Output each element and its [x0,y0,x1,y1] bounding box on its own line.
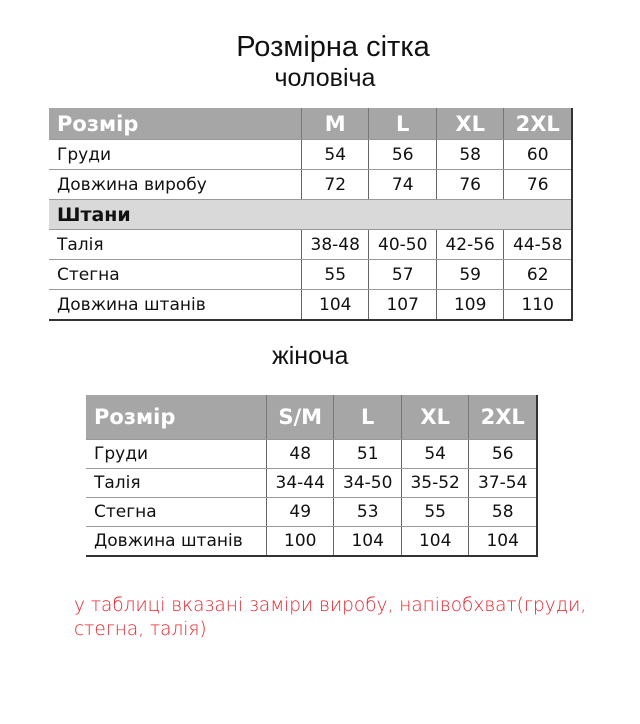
value-cell: 59 [436,259,505,290]
section-row: Штани [49,199,573,230]
value-cell: 42-56 [436,229,505,260]
table-row: Довжина штанів 100 104 104 104 [86,526,538,557]
value-cell: 104 [333,526,402,557]
value-cell: 35-52 [401,468,470,498]
value-cell: 104 [468,526,538,557]
table-header: Розмір M L XL 2XL [49,108,573,140]
row-label: Талія [86,468,267,498]
women-size-table: Розмір S/M L XL 2XL Груди 48 51 54 56 Талія 34… [86,395,538,557]
value-cell: 107 [368,289,437,321]
header-cell: Розмір [49,108,302,140]
value-cell: 56 [468,439,538,469]
value-cell: 56 [368,139,437,170]
header-cell: Розмір [86,395,267,440]
header-cell: 2XL [468,395,538,440]
table-row: Стегна 55 57 59 62 [49,259,573,290]
row-label: Довжина штанів [49,289,302,321]
value-cell: 54 [301,139,370,170]
value-cell: 54 [401,439,470,469]
table-row: Талія 38-48 40-50 42-56 44-58 [49,229,573,260]
table-header: Розмір S/M L XL 2XL [86,395,538,440]
value-cell: 74 [368,169,437,200]
men-subtitle: чоловіча [274,64,376,92]
value-cell: 100 [266,526,335,557]
header-cell: XL [436,108,505,140]
measurement-note: у таблиці вказані заміри виробу, напівоб… [74,595,587,640]
table-row: Довжина виробу 72 74 76 76 [49,169,573,200]
value-cell: 72 [301,169,370,200]
value-cell: 104 [301,289,370,321]
value-cell: 53 [333,497,402,527]
header-cell: L [333,395,402,440]
value-cell: 62 [503,259,573,290]
value-cell: 44-58 [503,229,573,260]
row-label: Довжина штанів [86,526,267,557]
women-subtitle: жіноча [272,342,349,370]
value-cell: 55 [401,497,470,527]
table-row: Довжина штанів 104 107 109 110 [49,289,573,321]
table-row: Стегна 49 53 55 58 [86,497,538,527]
row-label: Довжина виробу [49,169,302,200]
value-cell: 76 [503,169,573,200]
page-title: Розмірна сітка [236,31,430,63]
value-cell: 49 [266,497,335,527]
value-cell: 40-50 [368,229,437,260]
value-cell: 58 [436,139,505,170]
row-label: Талія [49,229,302,260]
value-cell: 110 [503,289,573,321]
men-size-table: Розмір M L XL 2XL Груди 54 56 58 60 Довжина в… [49,108,573,321]
row-label: Груди [49,139,302,170]
value-cell: 37-54 [468,468,538,498]
value-cell: 109 [436,289,505,321]
header-cell: XL [401,395,470,440]
value-cell: 104 [401,526,470,557]
value-cell: 34-50 [333,468,402,498]
header-cell: M [301,108,370,140]
row-label: Стегна [86,497,267,527]
row-label: Стегна [49,259,302,290]
value-cell: 55 [301,259,370,290]
value-cell: 34-44 [266,468,335,498]
table-row: Груди 54 56 58 60 [49,139,573,170]
table-row: Груди 48 51 54 56 [86,439,538,469]
value-cell: 57 [368,259,437,290]
header-cell: S/M [266,395,335,440]
value-cell: 58 [468,497,538,527]
table-row: Талія 34-44 34-50 35-52 37-54 [86,468,538,498]
row-label: Груди [86,439,267,469]
value-cell: 38-48 [301,229,370,260]
header-cell: 2XL [503,108,573,140]
header-cell: L [368,108,437,140]
value-cell: 60 [503,139,573,170]
value-cell: 76 [436,169,505,200]
value-cell: 51 [333,439,402,469]
value-cell: 48 [266,439,335,469]
section-label: Штани [49,199,573,230]
